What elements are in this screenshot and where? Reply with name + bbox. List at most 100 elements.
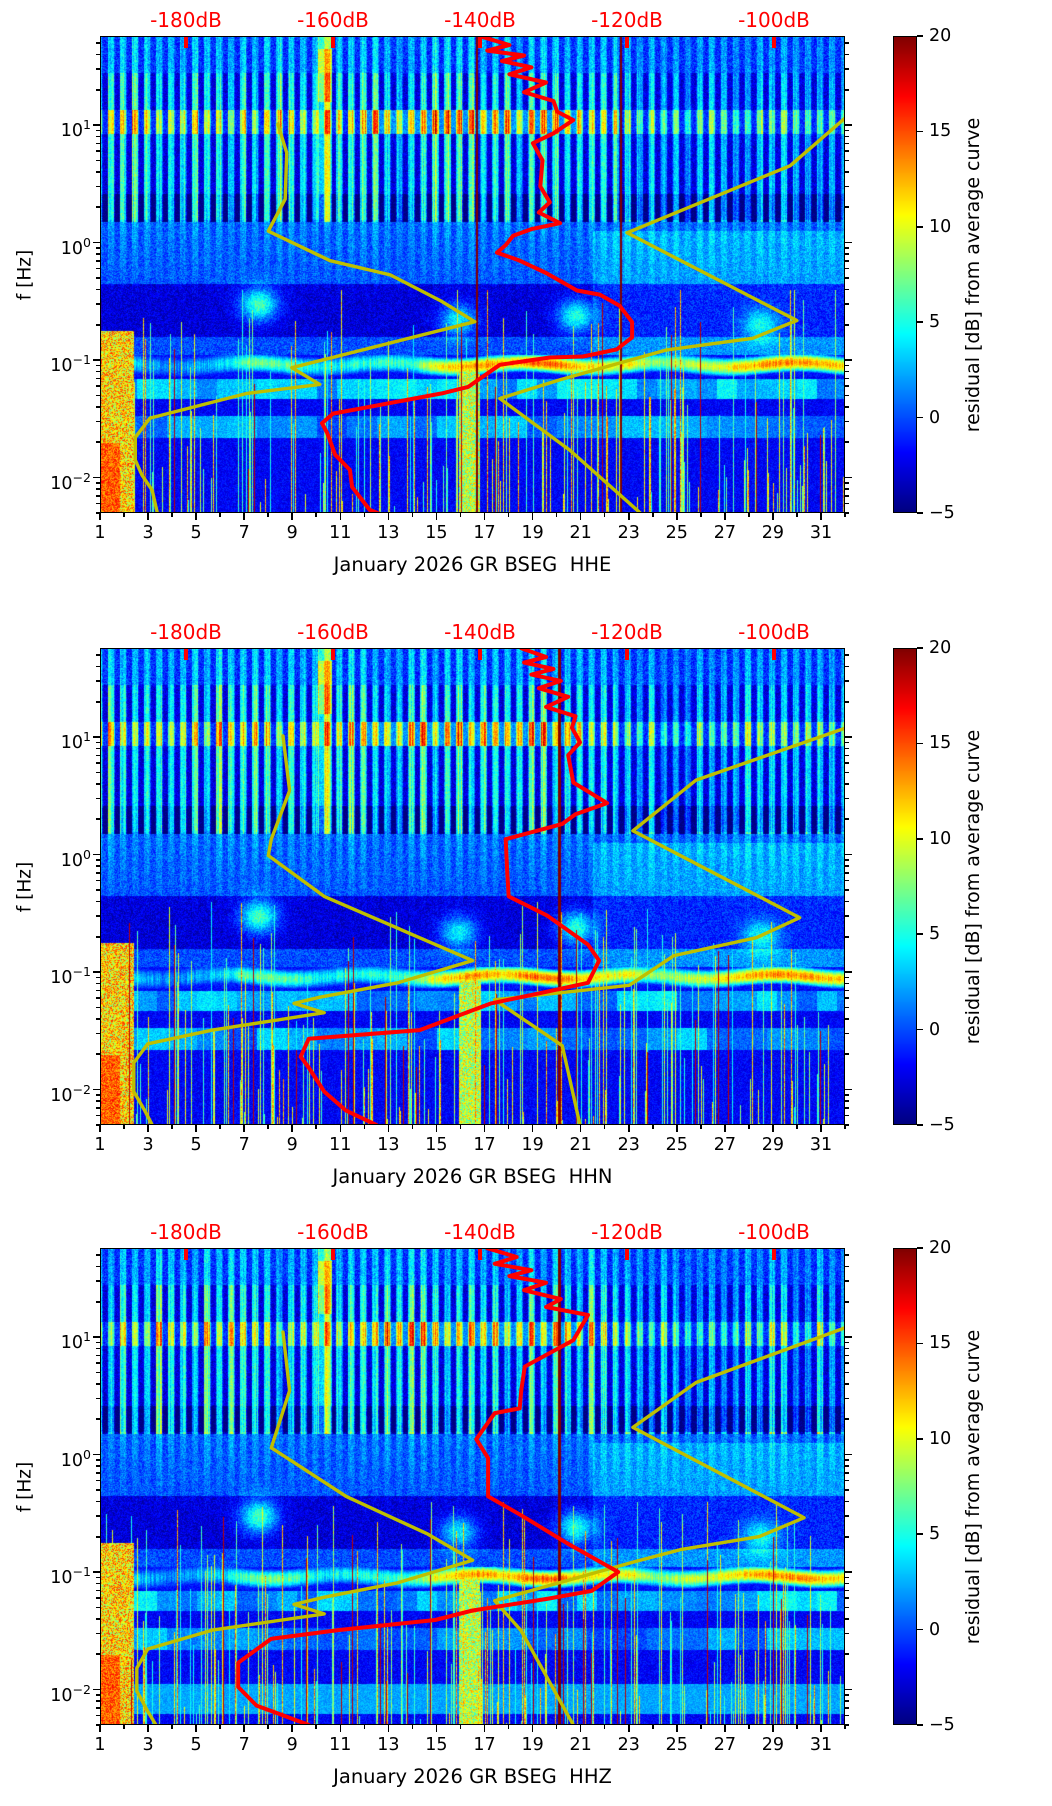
- x-tick-label: 9: [286, 523, 298, 543]
- x-tick-label: 7: [238, 1735, 250, 1755]
- y-minor-tick: [96, 754, 100, 757]
- x-tick-label: 5: [190, 523, 202, 543]
- x-minor-tick: [844, 1725, 846, 1729]
- y-minor-tick: [845, 370, 849, 373]
- y-minor-tick: [96, 247, 100, 249]
- x-tick: [291, 1125, 294, 1132]
- x-tick: [579, 1125, 582, 1132]
- y-minor-tick: [845, 1124, 849, 1126]
- psd-db-tick-label: -180dB: [150, 1220, 222, 1244]
- y-minor-tick: [845, 142, 849, 145]
- y-minor-tick: [96, 997, 100, 999]
- x-tick: [387, 513, 390, 520]
- x-minor-tick: [219, 1725, 221, 1729]
- x-minor-tick: [507, 1725, 510, 1729]
- y-minor-tick: [845, 1094, 849, 1096]
- x-minor-tick: [796, 1725, 798, 1729]
- panel-title: January 2026 GR BSEG HHN: [332, 1165, 613, 1188]
- x-minor-tick: [123, 513, 125, 517]
- y-minor-tick: [845, 1053, 849, 1056]
- x-tick: [195, 513, 197, 520]
- y-minor-tick: [845, 502, 849, 505]
- y-minor-tick: [96, 406, 100, 408]
- x-tick-label: 11: [329, 1135, 352, 1155]
- panel-title: January 2026 GR BSEG HHZ: [333, 1765, 612, 1788]
- y-minor-tick: [845, 53, 849, 56]
- y-minor-tick: [845, 1597, 849, 1599]
- spectrogram-heatmap: [100, 1248, 845, 1725]
- y-minor-tick: [96, 1347, 100, 1350]
- psd-db-tick: [624, 36, 629, 48]
- colorbar-tick: [917, 933, 923, 935]
- y-minor-tick: [96, 323, 100, 326]
- y-minor-tick: [845, 1032, 849, 1035]
- x-tick-label: 27: [713, 1135, 736, 1155]
- y-tick: [93, 1453, 100, 1456]
- y-minor-tick: [845, 762, 849, 764]
- y-minor-tick: [845, 900, 849, 903]
- y-minor-tick: [96, 1479, 100, 1482]
- colorbar-tick: [917, 512, 923, 514]
- y-minor-tick: [96, 1341, 100, 1344]
- x-minor-tick: [459, 1725, 462, 1729]
- spectrogram-heatmap: [100, 648, 845, 1125]
- x-tick: [339, 1125, 342, 1132]
- colorbar: [893, 1248, 917, 1725]
- y-minor-tick: [845, 267, 849, 270]
- x-minor-tick: [411, 1125, 414, 1129]
- psd-db-tick: [330, 648, 335, 660]
- y-minor-tick: [96, 1582, 100, 1585]
- red-average-psd-curve: [320, 36, 635, 513]
- x-minor-tick: [219, 1125, 221, 1129]
- x-tick-label: 23: [617, 1735, 640, 1755]
- y-minor-tick: [96, 783, 100, 785]
- y-tick-label: 101: [19, 115, 91, 141]
- y-tick: [845, 359, 852, 361]
- y-tick-label: 10−1: [19, 350, 91, 376]
- y-tick-mantissa: 10: [60, 1332, 84, 1353]
- y-tick-exponent: 0: [83, 846, 91, 862]
- x-minor-tick: [411, 1725, 414, 1729]
- colorbar-tick: [917, 321, 923, 323]
- olive-high-reference-curve: [498, 116, 845, 513]
- y-minor-tick: [845, 997, 849, 999]
- y-minor-tick: [96, 1606, 100, 1609]
- x-tick-label: 1: [94, 1735, 106, 1755]
- x-tick: [99, 1125, 101, 1132]
- x-minor-tick: [796, 1125, 798, 1129]
- y-minor-tick: [96, 206, 100, 209]
- x-tick: [772, 1725, 774, 1732]
- y-minor-tick: [845, 1254, 849, 1256]
- y-minor-tick: [845, 872, 849, 874]
- y-minor-tick: [96, 680, 100, 682]
- colorbar-tick-label: −5: [929, 1115, 955, 1135]
- colorbar-tick-label: 10: [929, 1428, 952, 1449]
- y-minor-tick: [845, 1354, 849, 1357]
- y-tick-exponent: −2: [72, 1681, 91, 1697]
- x-minor-tick: [315, 1725, 318, 1729]
- y-minor-tick: [96, 1714, 100, 1717]
- y-minor-tick: [845, 253, 849, 255]
- x-tick-label: 9: [286, 1735, 298, 1755]
- y-minor-tick: [845, 1280, 849, 1282]
- y-tick: [93, 1336, 100, 1338]
- y-tick-mantissa: 10: [50, 1685, 73, 1706]
- y-minor-tick: [845, 700, 849, 703]
- y-tick-label: 100: [19, 1445, 91, 1471]
- y-minor-tick: [845, 1700, 849, 1702]
- colorbar-tick: [917, 1533, 923, 1535]
- y-tick: [845, 476, 852, 479]
- x-minor-tick: [748, 513, 750, 517]
- y-minor-tick: [96, 900, 100, 903]
- y-minor-tick: [96, 42, 100, 44]
- y-minor-tick: [845, 1632, 849, 1635]
- y-minor-tick: [845, 277, 849, 279]
- y-minor-tick: [845, 206, 849, 209]
- y-minor-tick: [96, 771, 100, 774]
- y-tick-mantissa: 10: [60, 732, 84, 753]
- colorbar-label: residual [dB] from average curve: [962, 117, 984, 432]
- plot-area: [100, 1248, 845, 1725]
- y-minor-tick: [96, 1589, 100, 1592]
- y-minor-tick: [845, 159, 849, 162]
- y-minor-tick: [96, 1094, 100, 1096]
